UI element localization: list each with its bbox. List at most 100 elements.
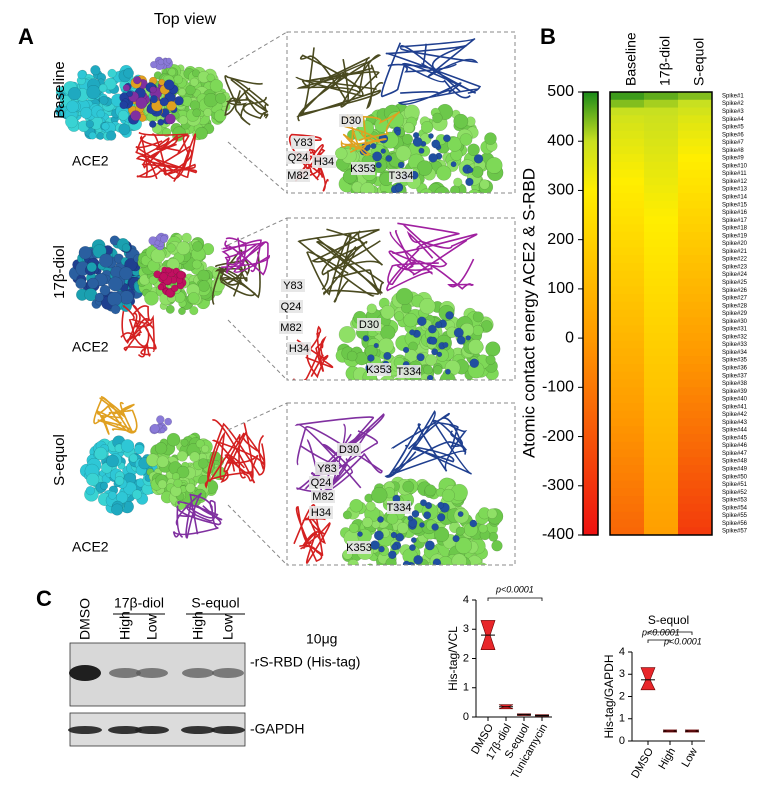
heat-cell	[610, 317, 645, 326]
atom	[417, 576, 430, 589]
atom	[468, 189, 481, 193]
heat-cell	[678, 317, 713, 326]
atom	[180, 438, 189, 447]
heat-cell	[678, 433, 713, 443]
heat-cell	[678, 169, 713, 178]
ribbon	[176, 504, 223, 538]
row-label: Spike#17	[722, 218, 748, 224]
heat-cell	[678, 161, 713, 171]
ribbon	[385, 44, 482, 94]
residue-label: Y83	[283, 280, 303, 292]
atom	[397, 522, 409, 534]
heat-cell	[678, 177, 713, 186]
atom	[453, 177, 463, 187]
heat-cell	[644, 200, 679, 210]
colorbar-tick-label: -300	[542, 477, 574, 494]
heat-cell	[644, 185, 679, 194]
heat-cell	[678, 224, 713, 233]
atom	[381, 199, 396, 214]
row-label: Spike#32	[722, 334, 748, 340]
atom	[86, 472, 100, 487]
heat-cell	[678, 457, 713, 466]
atom	[380, 148, 386, 154]
atom	[422, 386, 431, 395]
atom	[66, 100, 79, 113]
ribbon	[388, 223, 468, 276]
atom	[433, 571, 442, 580]
atom	[334, 147, 348, 160]
atom	[357, 531, 363, 537]
colorbar-tick-label: 0	[565, 329, 574, 346]
ribbon	[299, 522, 331, 564]
atom	[422, 197, 435, 210]
row-label: Spike#19	[722, 233, 748, 239]
atom	[362, 516, 373, 528]
heat-cell	[610, 527, 645, 536]
atom	[409, 329, 416, 336]
atom	[418, 209, 427, 218]
atom	[144, 290, 159, 306]
band	[109, 668, 141, 678]
atom	[157, 284, 165, 291]
residue-bg	[387, 501, 411, 514]
atom	[441, 488, 455, 502]
bracket	[487, 597, 543, 601]
atom	[485, 157, 503, 174]
residue-label: H34	[289, 343, 309, 355]
heat-cell	[644, 208, 679, 217]
atom	[457, 511, 464, 518]
heat-cell	[678, 519, 713, 528]
row-label: Spike#11	[722, 171, 747, 177]
atom	[214, 109, 227, 122]
heat-cell	[644, 410, 679, 419]
zoom-box	[286, 402, 516, 566]
atom	[410, 537, 417, 543]
atom	[403, 312, 418, 328]
ribbon	[224, 75, 263, 116]
heat-cell	[610, 294, 645, 303]
zoom-box	[286, 31, 516, 194]
heat-cell	[610, 488, 645, 497]
heat-cell	[678, 325, 713, 334]
colorbar	[582, 91, 599, 536]
heat-cell	[678, 387, 713, 396]
atom	[176, 270, 186, 280]
atom	[209, 79, 224, 93]
atom	[472, 381, 483, 392]
atom	[423, 379, 431, 380]
atom	[165, 113, 176, 125]
colorbar-tick-label: -200	[542, 428, 574, 445]
row-label: Spike#29	[722, 311, 748, 317]
atom	[165, 267, 172, 274]
band-label: -GAPDH	[250, 721, 304, 737]
atom	[362, 196, 379, 213]
band	[182, 668, 214, 678]
atom	[381, 575, 395, 589]
row-label: Spike#27	[722, 296, 748, 302]
atom	[412, 136, 423, 147]
ribbon	[96, 404, 137, 434]
ribbon	[211, 422, 266, 482]
row-label: 17β-diol	[51, 245, 68, 299]
atom	[431, 388, 447, 404]
panel-label: B	[540, 24, 556, 49]
atom	[366, 303, 377, 314]
heat-cell	[644, 130, 679, 140]
residue-bg	[281, 279, 305, 292]
zoom-content	[293, 410, 504, 589]
atom	[154, 442, 168, 455]
atom	[467, 167, 474, 174]
atom	[130, 110, 142, 121]
atom	[395, 184, 403, 193]
box	[640, 667, 656, 691]
row-label: Spike#34	[722, 350, 748, 356]
heat-cell	[644, 286, 679, 295]
atom	[135, 97, 148, 109]
atom	[189, 100, 201, 111]
atom	[423, 364, 433, 375]
atom	[491, 540, 503, 552]
band	[68, 726, 102, 734]
row-label: Spike#50	[722, 474, 748, 480]
atom	[117, 109, 129, 121]
heat-cell	[610, 332, 645, 342]
